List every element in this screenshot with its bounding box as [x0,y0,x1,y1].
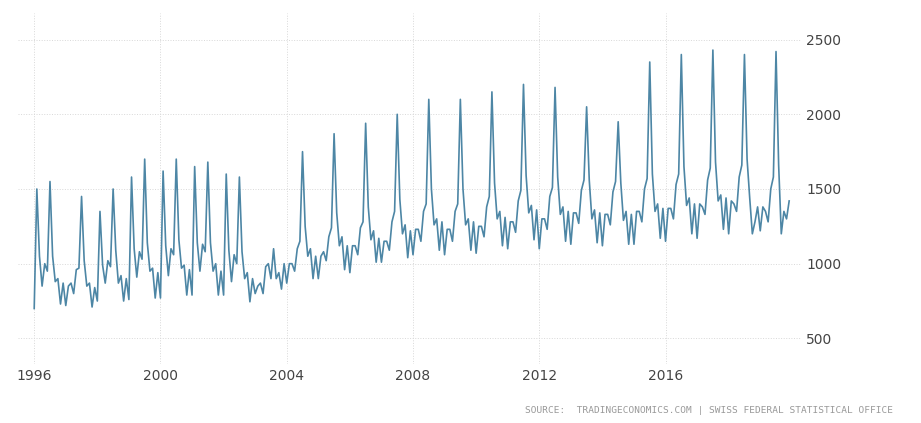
Text: SOURCE:  TRADINGECONOMICS.COM | SWISS FEDERAL STATISTICAL OFFICE: SOURCE: TRADINGECONOMICS.COM | SWISS FED… [525,406,893,415]
